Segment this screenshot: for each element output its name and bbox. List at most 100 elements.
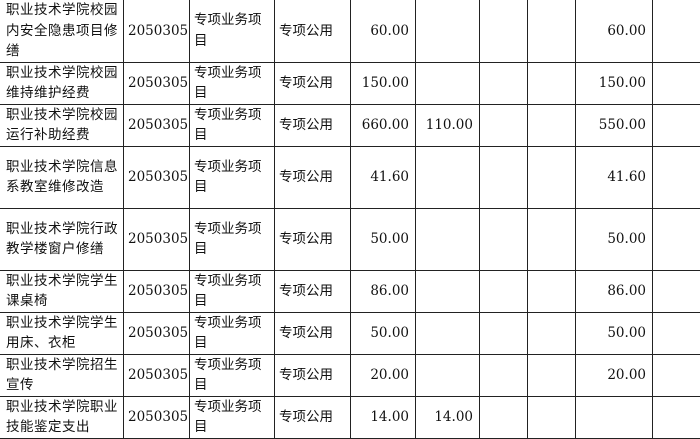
amount-cell-6: [416, 270, 480, 312]
amount-cell-6: [416, 62, 480, 104]
project-name-cell: 职业技术学院信息系教室维修改造: [0, 146, 124, 208]
project-type-cell: 专项业务项目: [190, 146, 275, 208]
amount-cell-10: [653, 104, 700, 146]
function-code-cell: 2050305: [124, 104, 190, 146]
amount-cell-10: [653, 270, 700, 312]
amount-cell-10: [653, 208, 700, 270]
expense-category-cell: 专项公用: [275, 312, 351, 354]
amount-cell-7: [480, 270, 528, 312]
amount-cell-8: [528, 146, 576, 208]
total-amount-cell: 660.00: [351, 104, 416, 146]
amount-cell-6: [416, 354, 480, 396]
amount-cell-9: [576, 396, 653, 438]
amount-cell-7: [480, 104, 528, 146]
project-name-cell: 职业技术学院行政教学楼窗户修缮: [0, 208, 124, 270]
amount-cell-9: 150.00: [576, 62, 653, 104]
amount-cell-7: [480, 312, 528, 354]
amount-cell-6: 14.00: [416, 396, 480, 438]
function-code-cell: 2050305: [124, 312, 190, 354]
function-code-cell: 2050305: [124, 62, 190, 104]
expense-category-cell: 专项公用: [275, 104, 351, 146]
expense-category-cell: 专项公用: [275, 146, 351, 208]
project-name-cell: 职业技术学院学生用床、衣柜: [0, 312, 124, 354]
amount-cell-7: [480, 62, 528, 104]
project-type-cell: 专项业务项目: [190, 312, 275, 354]
amount-cell-9: 86.00: [576, 270, 653, 312]
amount-cell-9: 20.00: [576, 354, 653, 396]
expense-category-cell: 专项公用: [275, 208, 351, 270]
total-amount-cell: 41.60: [351, 146, 416, 208]
amount-cell-10: [653, 146, 700, 208]
project-name-cell: 职业技术学院学生课桌椅: [0, 270, 124, 312]
function-code-cell: 2050305: [124, 354, 190, 396]
amount-cell-6: [416, 312, 480, 354]
amount-cell-10: [653, 396, 700, 438]
amount-cell-7: [480, 396, 528, 438]
function-code-cell: 2050305: [124, 146, 190, 208]
amount-cell-7: [480, 354, 528, 396]
total-amount-cell: 50.00: [351, 208, 416, 270]
amount-cell-9: 50.00: [576, 208, 653, 270]
amount-cell-9: 550.00: [576, 104, 653, 146]
amount-cell-8: [528, 208, 576, 270]
amount-cell-7: [480, 0, 528, 62]
project-name-cell: 职业技术学院校园内安全隐患项目修缮: [0, 0, 124, 62]
project-name-cell: 职业技术学院职业技能鉴定支出: [0, 396, 124, 438]
amount-cell-9: 60.00: [576, 0, 653, 62]
amount-cell-8: [528, 396, 576, 438]
project-name-cell: 职业技术学院校园运行补助经费: [0, 104, 124, 146]
total-amount-cell: 50.00: [351, 312, 416, 354]
amount-cell-6: [416, 0, 480, 62]
project-type-cell: 专项业务项目: [190, 208, 275, 270]
project-type-cell: 专项业务项目: [190, 0, 275, 62]
total-amount-cell: 60.00: [351, 0, 416, 62]
amount-cell-9: 41.60: [576, 146, 653, 208]
project-type-cell: 专项业务项目: [190, 62, 275, 104]
amount-cell-10: [653, 62, 700, 104]
expense-category-cell: 专项公用: [275, 270, 351, 312]
project-type-cell: 专项业务项目: [190, 354, 275, 396]
amount-cell-6: [416, 208, 480, 270]
total-amount-cell: 20.00: [351, 354, 416, 396]
total-amount-cell: 86.00: [351, 270, 416, 312]
amount-cell-6: [416, 146, 480, 208]
amount-cell-8: [528, 354, 576, 396]
amount-cell-9: 50.00: [576, 312, 653, 354]
amount-cell-10: [653, 354, 700, 396]
project-type-cell: 专项业务项目: [190, 270, 275, 312]
function-code-cell: 2050305: [124, 270, 190, 312]
expense-category-cell: 专项公用: [275, 62, 351, 104]
amount-cell-8: [528, 270, 576, 312]
expense-category-cell: 专项公用: [275, 0, 351, 62]
amount-cell-8: [528, 0, 576, 62]
amount-cell-10: [653, 0, 700, 62]
function-code-cell: 2050305: [124, 208, 190, 270]
expense-category-cell: 专项公用: [275, 396, 351, 438]
project-type-cell: 专项业务项目: [190, 396, 275, 438]
total-amount-cell: 14.00: [351, 396, 416, 438]
project-name-cell: 职业技术学院校园维持维护经费: [0, 62, 124, 104]
amount-cell-7: [480, 146, 528, 208]
amount-cell-8: [528, 62, 576, 104]
amount-cell-8: [528, 104, 576, 146]
function-code-cell: 2050305: [124, 396, 190, 438]
function-code-cell: 2050305: [124, 0, 190, 62]
amount-cell-6: 110.00: [416, 104, 480, 146]
amount-cell-10: [653, 312, 700, 354]
amount-cell-7: [480, 208, 528, 270]
total-amount-cell: 150.00: [351, 62, 416, 104]
expense-category-cell: 专项公用: [275, 354, 351, 396]
project-type-cell: 专项业务项目: [190, 104, 275, 146]
project-name-cell: 职业技术学院招生宣传: [0, 354, 124, 396]
amount-cell-8: [528, 312, 576, 354]
